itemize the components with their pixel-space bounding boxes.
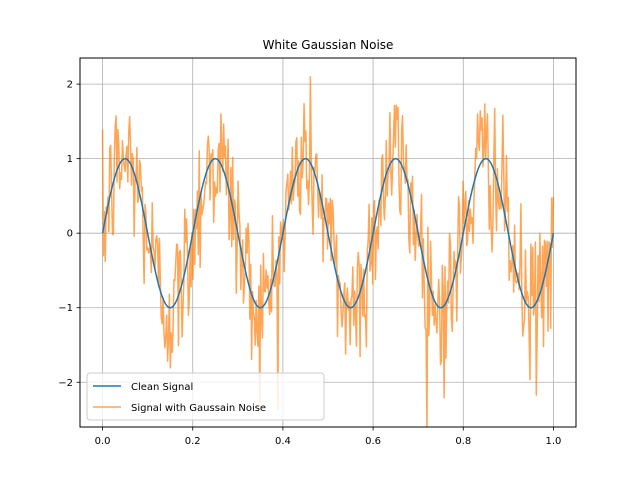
x-tick-label: 0.8 xyxy=(455,436,471,447)
legend: Clean Signal Signal with Gaussain Noise xyxy=(86,372,325,421)
x-tick-label: 0.2 xyxy=(185,436,201,447)
legend-label-clean: Clean Signal xyxy=(131,382,193,393)
series-line-clean-signal xyxy=(101,157,555,309)
x-tick-label: 0.0 xyxy=(95,436,111,447)
x-tick-label: 0.4 xyxy=(275,436,291,447)
y-tick-label: 1 xyxy=(67,154,73,165)
x-tick-label: 1.0 xyxy=(546,436,562,447)
legend-label-noisy: Signal with Gaussain Noise xyxy=(131,403,266,414)
plot-frame xyxy=(79,57,577,428)
x-tick-label: 0.6 xyxy=(365,436,381,447)
series-line-noisy-signal xyxy=(101,76,555,427)
chart-title: White Gaussian Noise xyxy=(263,38,394,52)
legend-box xyxy=(86,372,325,421)
y-tick-label: −1 xyxy=(58,303,73,314)
y-tick-label: −2 xyxy=(58,378,73,389)
y-tick-label: 2 xyxy=(67,80,73,91)
y-tick-label: 0 xyxy=(67,229,73,240)
axis-ticks: 0.0 0.2 0.4 0.6 0.8 1.0 −2 −1 0 1 2 xyxy=(58,80,561,447)
plot-area xyxy=(101,76,555,427)
